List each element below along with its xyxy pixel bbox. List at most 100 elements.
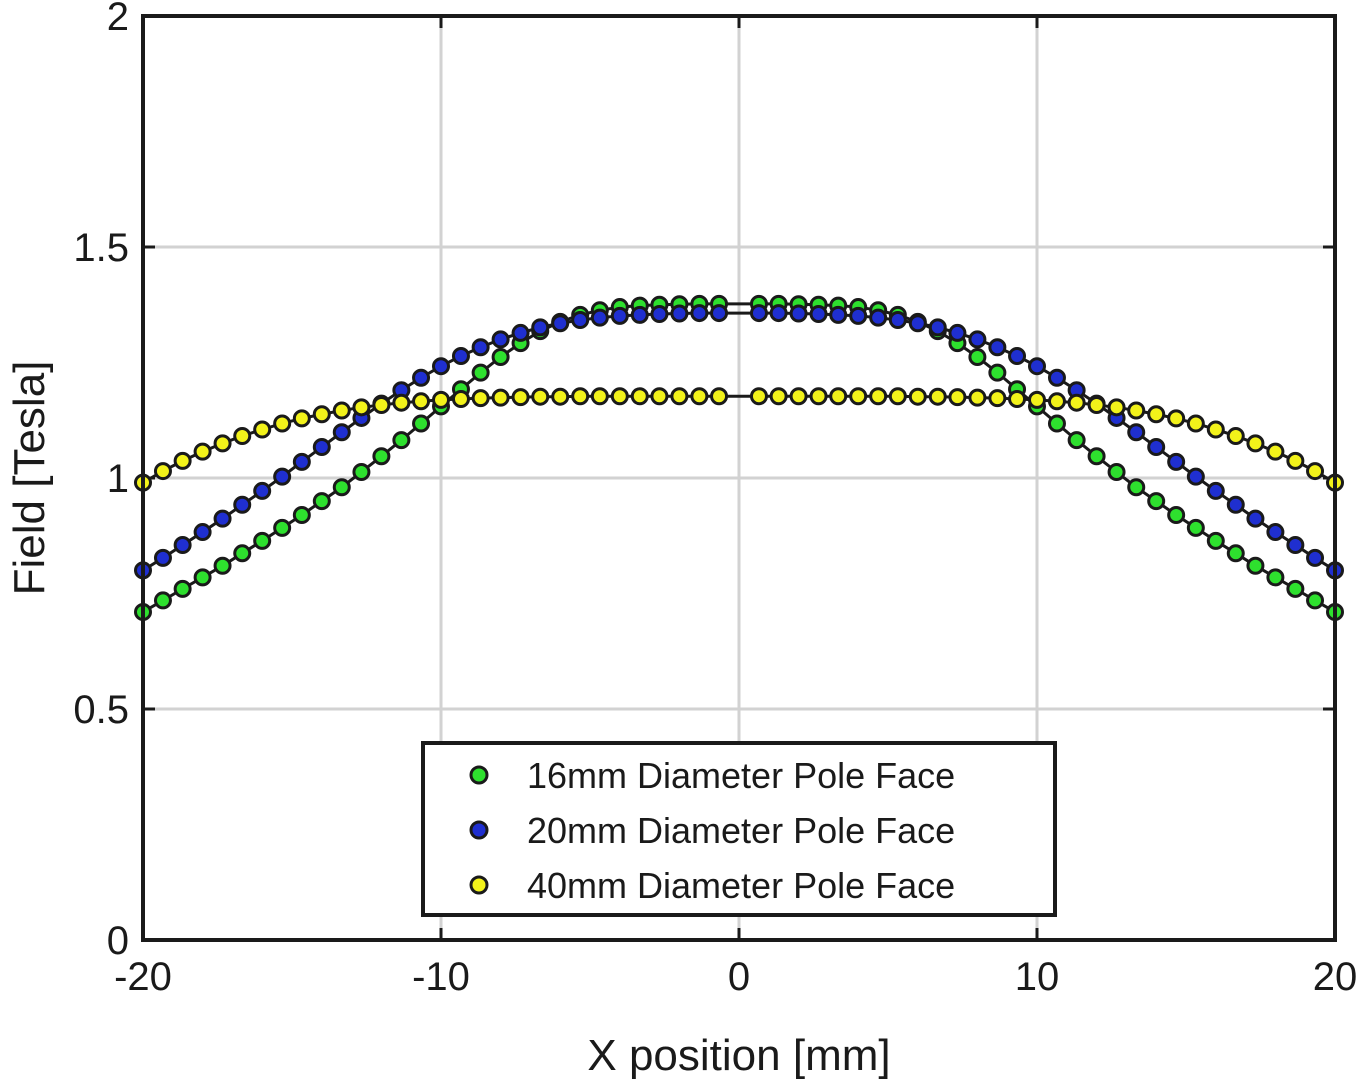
data-point xyxy=(451,389,470,408)
data-point xyxy=(451,347,470,366)
data-point xyxy=(1028,390,1046,409)
data-point xyxy=(1067,393,1086,412)
data-point xyxy=(590,387,609,406)
data-point xyxy=(253,531,272,550)
legend-marker xyxy=(469,875,489,895)
data-point xyxy=(769,304,788,323)
data-point xyxy=(1266,523,1285,542)
data-point xyxy=(491,330,510,349)
data-point xyxy=(809,387,828,406)
data-point xyxy=(153,462,172,481)
data-point xyxy=(233,544,252,563)
data-point xyxy=(412,414,431,433)
legend-label: 20mm Diameter Pole Face xyxy=(527,810,955,851)
data-point xyxy=(869,308,888,327)
legend: 16mm Diameter Pole Face 20mm Diameter Pol… xyxy=(421,741,1057,917)
data-point xyxy=(173,579,192,598)
data-point xyxy=(968,388,987,407)
data-series xyxy=(134,294,1344,621)
data-point xyxy=(332,401,351,420)
data-point xyxy=(630,387,649,406)
data-point xyxy=(1147,438,1166,457)
data-point xyxy=(551,387,570,406)
data-point xyxy=(1167,409,1186,428)
data-point xyxy=(789,387,808,406)
data-point xyxy=(1167,505,1186,524)
data-point xyxy=(1266,568,1285,587)
x-tick-label: -20 xyxy=(114,955,172,999)
data-point xyxy=(352,398,371,417)
legend-label: 16mm Diameter Pole Face xyxy=(527,755,955,796)
data-point xyxy=(630,305,649,324)
legend-box xyxy=(421,741,1057,917)
data-point xyxy=(1226,426,1245,445)
data-point xyxy=(273,518,292,537)
data-point xyxy=(710,387,729,406)
data-point xyxy=(690,304,709,323)
data-point xyxy=(1206,481,1225,500)
data-point xyxy=(153,548,172,567)
data-point xyxy=(471,363,490,382)
data-point xyxy=(1147,492,1166,511)
data-point xyxy=(1206,420,1225,439)
y-tick-label: 1.5 xyxy=(73,226,129,270)
data-point xyxy=(193,442,212,461)
data-point xyxy=(968,347,987,366)
x-tick-label: -10 xyxy=(412,955,470,999)
data-point xyxy=(531,318,550,337)
data-point xyxy=(829,387,848,406)
data-point xyxy=(670,304,689,323)
data-point xyxy=(352,462,371,481)
data-point xyxy=(1008,389,1027,408)
data-point xyxy=(292,452,311,471)
data-point xyxy=(849,306,868,325)
data-point xyxy=(1266,442,1285,461)
data-point xyxy=(749,304,768,323)
data-point xyxy=(928,318,947,337)
data-point xyxy=(193,523,212,542)
data-point xyxy=(312,405,331,424)
legend-item: 40mm Diameter Pole Face xyxy=(469,865,955,906)
data-point xyxy=(432,357,450,376)
data-point xyxy=(312,438,331,457)
legend-item: 16mm Diameter Pole Face xyxy=(469,755,955,796)
data-point xyxy=(928,387,947,406)
data-point xyxy=(392,393,411,412)
data-point xyxy=(531,387,550,406)
data-point xyxy=(273,414,292,433)
data-point xyxy=(908,314,927,333)
data-point xyxy=(273,467,292,486)
x-axis-label: X position [mm] xyxy=(587,1031,890,1080)
y-tick-label: 1 xyxy=(107,457,129,501)
data-point xyxy=(372,396,391,415)
data-point xyxy=(1306,462,1325,481)
data-point xyxy=(432,390,450,409)
tick-labels: -20 -10 0 10 20 0 0.5 1 1.5 2 xyxy=(73,0,1357,999)
data-point xyxy=(471,389,490,408)
legend-item: 20mm Diameter Pole Face xyxy=(469,810,955,851)
data-point xyxy=(173,451,192,470)
data-point xyxy=(1107,462,1126,481)
legend-label: 40mm Diameter Pole Face xyxy=(527,865,955,906)
data-point xyxy=(1127,401,1146,420)
data-point xyxy=(888,310,907,329)
data-point xyxy=(1286,535,1305,554)
data-point xyxy=(670,387,689,406)
data-point xyxy=(650,387,669,406)
x-tick-label: 10 xyxy=(1015,955,1060,999)
data-point xyxy=(491,347,510,366)
data-point xyxy=(372,447,391,466)
data-point xyxy=(749,387,768,406)
data-point xyxy=(1246,434,1265,453)
data-point xyxy=(1226,495,1245,514)
data-point xyxy=(849,387,868,406)
data-point xyxy=(789,304,808,323)
data-point xyxy=(1008,347,1027,366)
data-point xyxy=(332,478,351,497)
data-point xyxy=(1226,544,1245,563)
data-point xyxy=(551,314,570,333)
data-point xyxy=(968,330,987,349)
legend-items: 16mm Diameter Pole Face 20mm Diameter Pol… xyxy=(469,755,955,906)
y-tick-label: 0 xyxy=(107,919,129,963)
